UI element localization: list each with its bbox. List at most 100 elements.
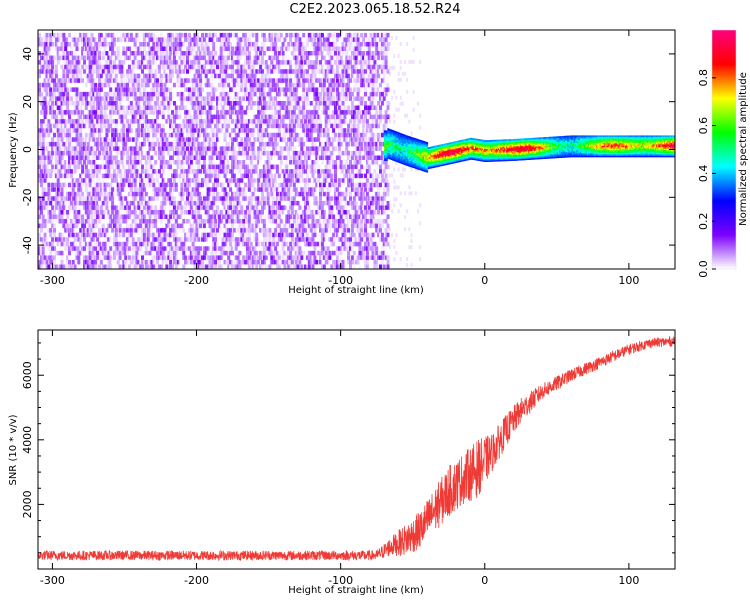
heatmap-cell [96,123,100,129]
heatmap-cell [146,91,150,97]
heatmap-cell [124,196,128,201]
heatmap-cell [214,146,218,151]
heatmap-cell [234,119,238,124]
heatmap-cell [150,96,154,101]
heatmap-cell [77,191,81,197]
heatmap-cell [54,119,58,124]
heatmap-cell [99,105,103,110]
heatmap-cell [169,69,173,74]
heatmap-cell [105,114,109,120]
heatmap-cell [79,232,83,238]
heatmap-cell [58,87,62,92]
heatmap-cell [275,37,279,42]
heatmap-cell [64,82,68,88]
heatmap-cell [62,160,66,165]
heatmap-cell [262,219,266,224]
heatmap-cell [58,182,62,188]
heatmap-cell [216,155,219,160]
heatmap-cell [208,105,212,110]
heatmap-cell [161,205,165,210]
heatmap-cell [116,196,120,201]
heatmap-cell [206,210,210,215]
heatmap-cell [193,178,197,183]
heatmap-cell [114,101,118,106]
heatmap-cell [223,110,227,115]
heatmap-cell [285,96,289,101]
heatmap-cell [49,214,53,219]
heatmap-cell [178,64,182,70]
heatmap-cell [231,169,234,174]
heatmap-cell [302,101,306,106]
heatmap-cell [199,155,203,160]
heatmap-cell [161,141,165,147]
heatmap-cell [176,223,180,229]
heatmap-cell [182,82,186,88]
heatmap-cell [208,141,212,147]
heatmap-cell [43,178,47,183]
heatmap-cell [127,264,131,269]
heatmap-cell [77,146,81,151]
heatmap-cell [133,241,137,247]
heatmap-cell [127,87,131,92]
heatmap-cell [141,191,144,197]
heatmap-cell [202,255,206,260]
heatmap-cell [292,87,296,92]
heatmap-cell [261,110,264,115]
heatmap-cell [159,246,163,251]
heatmap-cell [45,237,49,242]
heatmap-cell [88,196,92,201]
heatmap-cell [73,164,77,170]
heatmap-cell [105,255,109,260]
heatmap-cell [75,69,79,74]
heatmap-cell [246,37,249,42]
heatmap-cell [193,255,197,260]
heatmap-cell [296,246,300,251]
heatmap-cell [60,42,64,47]
heatmap-cell [193,42,197,47]
heatmap-cell [51,255,55,260]
heatmap-cell [229,155,233,160]
heatmap-cell [174,128,178,133]
heatmap-cell [201,119,204,124]
heatmap-cell [73,219,77,224]
heatmap-cell [223,196,227,201]
heatmap-cell [41,205,45,210]
heatmap-cell [180,132,184,138]
heatmap-cell [150,210,154,215]
heatmap-cell [294,200,298,206]
heatmap-cell [262,178,266,183]
heatmap-cell [135,200,139,206]
heatmap-cell [109,60,113,65]
heatmap-cell [92,187,96,192]
heatmap-cell [242,196,246,201]
heatmap-cell [199,269,202,274]
heatmap-cell [219,160,223,165]
heatmap-cell [259,173,263,179]
heatmap-cell [300,219,304,224]
heatmap-cell [131,137,135,142]
heatmap-cell [161,96,165,101]
heatmap-cell [49,91,53,97]
heatmap-cell [266,196,270,201]
heatmap-cell [92,264,96,269]
heatmap-cell [39,155,43,160]
heatmap-cell [277,123,281,129]
heatmap-cell [56,150,60,156]
heatmap-cell [186,237,189,242]
heatmap-cell [156,191,159,197]
heatmap-cell [75,150,79,156]
heatmap-cell [193,46,197,51]
heatmap-cell [73,196,77,201]
heatmap-cell [156,137,159,142]
heatmap-cell [77,164,81,170]
heatmap-cell [234,110,238,115]
heatmap-cell [161,51,165,56]
heatmap-cell [167,42,171,47]
heatmap-cell [112,191,116,197]
heatmap-cell [178,137,182,142]
heatmap-cell [261,128,264,133]
heatmap-cell [229,87,233,92]
heatmap-cell [186,173,189,179]
heatmap-cell [137,87,141,92]
heatmap-cell [90,51,94,56]
